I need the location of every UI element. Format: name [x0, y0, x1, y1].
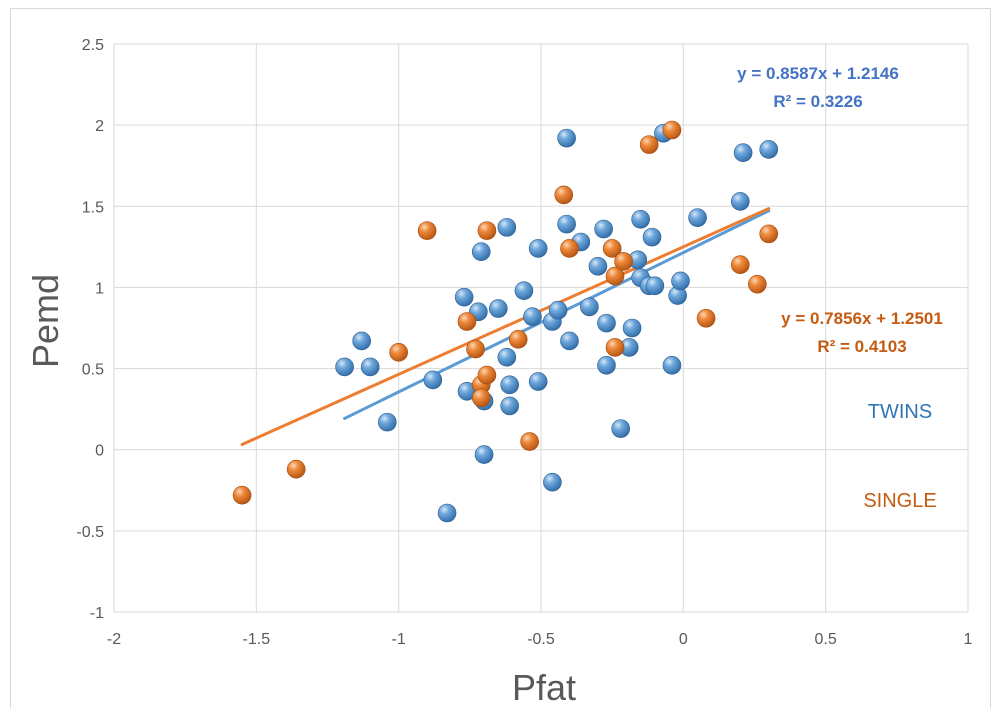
twins-point: [474, 445, 494, 464]
twins-point: [688, 208, 707, 227]
twins-point: [622, 318, 642, 338]
single-point: [602, 239, 622, 258]
twins-point: [597, 313, 616, 333]
x-tick-label: -1: [392, 631, 406, 648]
single-point: [232, 485, 252, 505]
twins-point: [557, 214, 576, 234]
single-point: [759, 224, 779, 244]
y-tick-label: 0.5: [82, 362, 104, 379]
twins-point: [662, 356, 682, 375]
single-point: [605, 338, 625, 357]
single-point: [508, 330, 528, 349]
y-axis-title: Pemd: [25, 274, 66, 368]
twins-point: [500, 375, 519, 395]
twins-point: [514, 281, 534, 300]
twins-point: [360, 357, 380, 377]
legend-label-twins: TWINS: [868, 401, 932, 423]
single-point: [560, 239, 579, 258]
y-tick-label: -1: [90, 605, 104, 622]
twins-point: [730, 192, 750, 211]
twins-point: [588, 257, 608, 276]
single-point: [696, 308, 716, 328]
twins-point: [631, 209, 650, 229]
twins-point: [377, 412, 397, 432]
twins-point: [454, 287, 474, 307]
y-tick-label: 2.5: [82, 37, 104, 54]
single-point: [417, 221, 437, 240]
y-tick-label: 2: [95, 118, 104, 135]
twins-equation: y = 0.8587x + 1.2146: [737, 64, 899, 83]
single-point: [554, 185, 574, 205]
twins-r2: R² = 0.3226: [773, 92, 862, 111]
single-equation: y = 0.7856x + 1.2501: [781, 309, 943, 328]
x-tick-label: -2: [107, 631, 121, 648]
single-point: [639, 135, 659, 154]
single-trendline: [240, 207, 771, 446]
single-point: [520, 432, 539, 451]
single-point: [662, 120, 682, 140]
y-tick-label: -0.5: [76, 524, 104, 541]
twins-point: [597, 356, 616, 375]
twins-point: [580, 297, 599, 317]
single-point: [457, 312, 477, 331]
single-point: [286, 459, 306, 479]
single-point: [614, 252, 633, 271]
twins-point: [560, 331, 579, 351]
twins-point: [594, 219, 613, 239]
twins-point: [671, 271, 690, 291]
twins-point: [611, 419, 631, 438]
chart-frame: [10, 8, 991, 708]
single-point: [748, 274, 767, 294]
legend-label-single: SINGLE: [863, 490, 936, 512]
x-tick-label: 1: [964, 631, 973, 648]
single-point: [471, 388, 491, 408]
single-point: [605, 266, 625, 286]
twins-point: [645, 276, 665, 296]
twins-point: [548, 300, 568, 320]
grid-lines: [113, 43, 969, 613]
twins-point: [352, 331, 371, 351]
twins-point: [543, 472, 562, 492]
twins-point: [759, 140, 779, 159]
x-tick-label: -0.5: [527, 631, 555, 648]
x-tick-label: 0.5: [815, 631, 837, 648]
single-point: [730, 255, 750, 275]
tick-labels: -2 -1.5 -1 -0.5 0 0.5 1 -1 -0.5 0 0.5 1 1.5 2 2.5: [76, 37, 972, 648]
single-point: [466, 339, 485, 359]
single-point: [389, 343, 408, 362]
twins-point: [471, 242, 491, 262]
twins-point: [335, 357, 354, 377]
twins-point: [497, 347, 517, 367]
single-point: [477, 221, 497, 240]
single-point: [477, 365, 497, 385]
y-tick-label: 1.5: [82, 199, 104, 216]
y-tick-label: 0: [95, 443, 104, 460]
twins-point: [488, 299, 508, 318]
x-tick-label: -1.5: [243, 631, 271, 648]
y-tick-label: 1: [95, 280, 104, 297]
twins-point: [557, 128, 576, 148]
twins-point: [423, 370, 443, 390]
x-axis-title: Pfat: [512, 667, 576, 708]
twins-point: [733, 143, 753, 163]
data-points: [232, 120, 779, 523]
twins-point: [642, 227, 662, 247]
twins-point: [528, 239, 548, 258]
twins-point: [528, 372, 548, 391]
twins-point: [523, 307, 542, 326]
single-r2: R² = 0.4103: [817, 337, 906, 356]
twins-point: [497, 218, 517, 237]
x-tick-label: 0: [679, 631, 688, 648]
twins-point: [500, 396, 519, 416]
twins-point: [437, 503, 457, 523]
